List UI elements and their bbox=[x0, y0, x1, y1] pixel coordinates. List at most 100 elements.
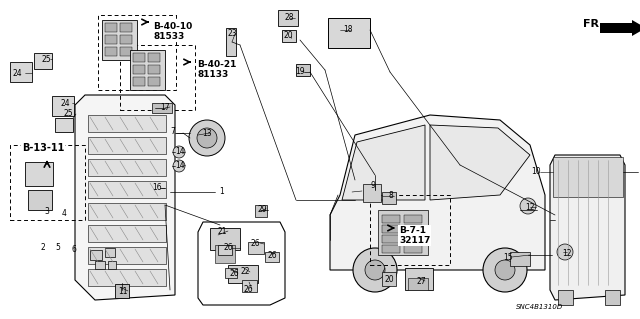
Text: 14: 14 bbox=[175, 161, 185, 170]
Circle shape bbox=[495, 260, 515, 280]
Bar bbox=[228, 265, 258, 283]
Bar bbox=[25, 162, 53, 186]
Bar bbox=[95, 261, 105, 269]
Bar bbox=[28, 190, 52, 210]
Bar bbox=[215, 245, 235, 263]
Bar bbox=[133, 65, 145, 74]
Text: B-13-11: B-13-11 bbox=[22, 143, 65, 153]
Bar bbox=[382, 272, 396, 286]
Text: B-7-1
32117: B-7-1 32117 bbox=[399, 226, 430, 245]
Text: 21: 21 bbox=[217, 226, 227, 235]
Circle shape bbox=[557, 244, 573, 260]
Text: 5: 5 bbox=[56, 243, 60, 253]
Bar bbox=[102, 20, 137, 60]
Bar bbox=[52, 96, 74, 116]
Bar bbox=[98, 15, 176, 90]
Text: SNC4B1310D: SNC4B1310D bbox=[516, 304, 563, 310]
Text: 7: 7 bbox=[171, 127, 175, 136]
Bar bbox=[242, 280, 257, 292]
Text: 8: 8 bbox=[388, 191, 394, 201]
FancyArrow shape bbox=[600, 20, 640, 36]
Bar bbox=[605, 290, 620, 305]
Bar bbox=[328, 18, 370, 48]
Text: 12: 12 bbox=[525, 203, 535, 211]
Text: 20: 20 bbox=[384, 275, 394, 284]
Bar bbox=[90, 250, 102, 260]
Bar bbox=[382, 245, 400, 253]
Bar bbox=[225, 268, 237, 278]
Bar bbox=[404, 235, 422, 243]
Bar bbox=[88, 225, 166, 242]
Circle shape bbox=[189, 120, 225, 156]
Bar bbox=[88, 159, 166, 176]
Text: 16: 16 bbox=[152, 183, 162, 192]
Text: 6: 6 bbox=[72, 244, 76, 254]
Text: 26: 26 bbox=[223, 243, 233, 253]
Bar bbox=[133, 53, 145, 62]
Bar bbox=[226, 28, 236, 56]
Text: 26: 26 bbox=[243, 286, 253, 294]
Circle shape bbox=[520, 198, 536, 214]
Bar bbox=[120, 45, 195, 110]
Bar bbox=[152, 103, 172, 113]
Text: 2: 2 bbox=[40, 242, 45, 251]
Polygon shape bbox=[430, 125, 530, 200]
Bar bbox=[510, 252, 530, 266]
Text: 13: 13 bbox=[202, 129, 212, 137]
Text: 25: 25 bbox=[63, 109, 73, 118]
Bar bbox=[363, 184, 381, 202]
Text: 22: 22 bbox=[240, 268, 250, 277]
Bar bbox=[120, 47, 132, 56]
Bar bbox=[88, 181, 166, 198]
Bar bbox=[120, 35, 132, 44]
Circle shape bbox=[365, 260, 385, 280]
Text: 29: 29 bbox=[257, 205, 267, 214]
Polygon shape bbox=[342, 125, 425, 200]
Bar bbox=[218, 245, 232, 255]
Text: 19: 19 bbox=[295, 66, 305, 76]
Circle shape bbox=[353, 248, 397, 292]
Bar bbox=[88, 115, 166, 132]
Bar bbox=[378, 210, 428, 255]
Bar bbox=[34, 53, 52, 69]
Bar bbox=[296, 64, 310, 76]
Bar bbox=[55, 118, 73, 132]
Text: 9: 9 bbox=[371, 182, 376, 190]
Text: 11: 11 bbox=[118, 286, 128, 295]
Bar bbox=[404, 245, 422, 253]
Bar bbox=[108, 261, 116, 269]
Text: 26: 26 bbox=[229, 270, 239, 278]
Bar bbox=[265, 252, 279, 262]
Bar bbox=[210, 228, 240, 250]
Bar bbox=[382, 192, 396, 204]
Circle shape bbox=[173, 160, 185, 172]
Text: 3: 3 bbox=[45, 206, 49, 216]
Bar bbox=[88, 203, 166, 220]
Bar bbox=[404, 225, 422, 233]
Text: 10: 10 bbox=[531, 167, 541, 176]
Text: B-40-10
81533: B-40-10 81533 bbox=[153, 22, 192, 41]
Text: 27: 27 bbox=[416, 277, 426, 286]
Bar bbox=[10, 145, 85, 220]
Bar bbox=[148, 77, 160, 86]
Bar bbox=[370, 195, 450, 265]
Bar bbox=[88, 269, 166, 286]
Bar bbox=[148, 53, 160, 62]
Circle shape bbox=[197, 128, 217, 148]
Text: 18: 18 bbox=[343, 26, 353, 34]
Bar bbox=[105, 248, 115, 257]
Bar bbox=[558, 290, 573, 305]
Bar bbox=[382, 215, 400, 223]
Bar bbox=[130, 50, 165, 90]
Text: FR.: FR. bbox=[583, 19, 604, 29]
Bar bbox=[278, 10, 298, 26]
Bar bbox=[88, 137, 166, 154]
Bar bbox=[404, 215, 422, 223]
Bar bbox=[88, 247, 166, 264]
Bar bbox=[382, 225, 400, 233]
Bar bbox=[115, 284, 129, 298]
Bar bbox=[105, 47, 117, 56]
Text: 28: 28 bbox=[284, 13, 294, 23]
Bar bbox=[282, 30, 296, 42]
Text: 12: 12 bbox=[563, 249, 572, 257]
